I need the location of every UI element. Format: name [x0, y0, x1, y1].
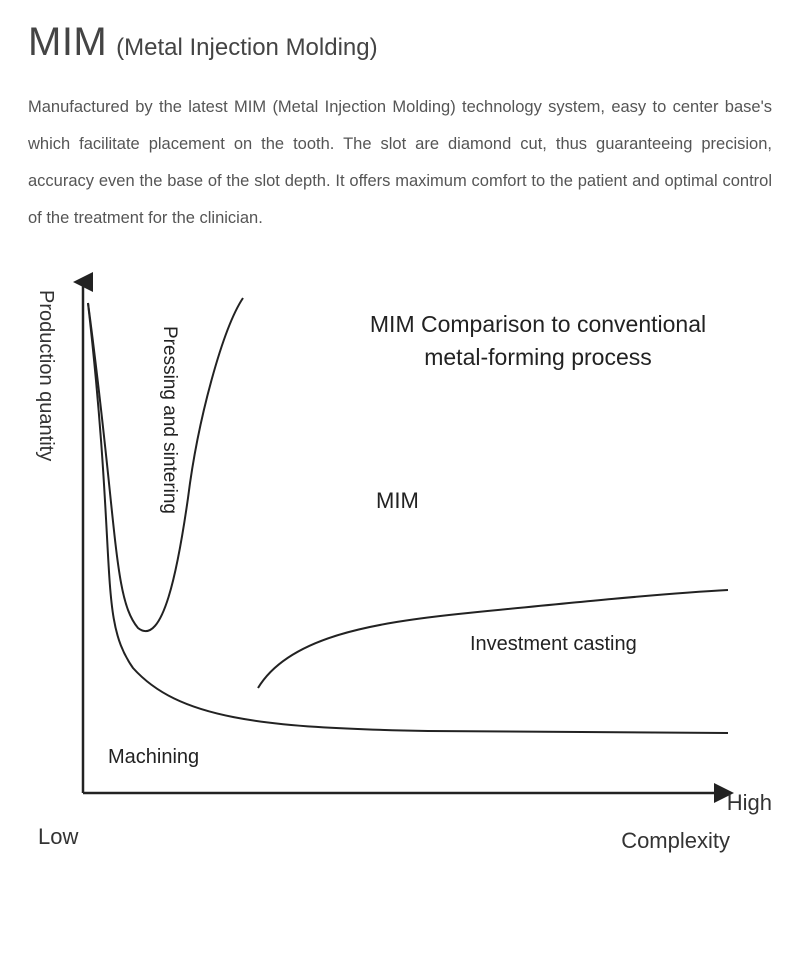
title-main: MIM — [28, 20, 107, 64]
chart-title: MIM Comparison to conventional metal-for… — [338, 308, 738, 375]
comparison-chart: Production quantity Low High Complexity … — [28, 268, 772, 858]
description-text: Manufactured by the latest MIM (Metal In… — [28, 89, 772, 238]
chart-title-line2: metal-forming process — [424, 344, 652, 370]
x-axis-high-label: High — [727, 790, 772, 816]
title-sub: (Metal Injection Molding) — [116, 34, 377, 61]
region-label-investment-casting: Investment casting — [470, 633, 637, 656]
page: MIM (Metal Injection Molding) Manufactur… — [0, 0, 800, 888]
x-axis-label: Complexity — [621, 828, 730, 854]
x-axis-low-label: Low — [38, 824, 78, 850]
y-axis-label: Production quantity — [34, 290, 57, 461]
region-label-mim: MIM — [376, 488, 419, 514]
region-label-pressing-sintering: Pressing and sintering — [158, 326, 180, 514]
chart-title-line1: MIM Comparison to conventional — [370, 311, 706, 337]
page-title: MIM (Metal Injection Molding) — [28, 20, 772, 65]
region-label-machining: Machining — [108, 746, 199, 769]
